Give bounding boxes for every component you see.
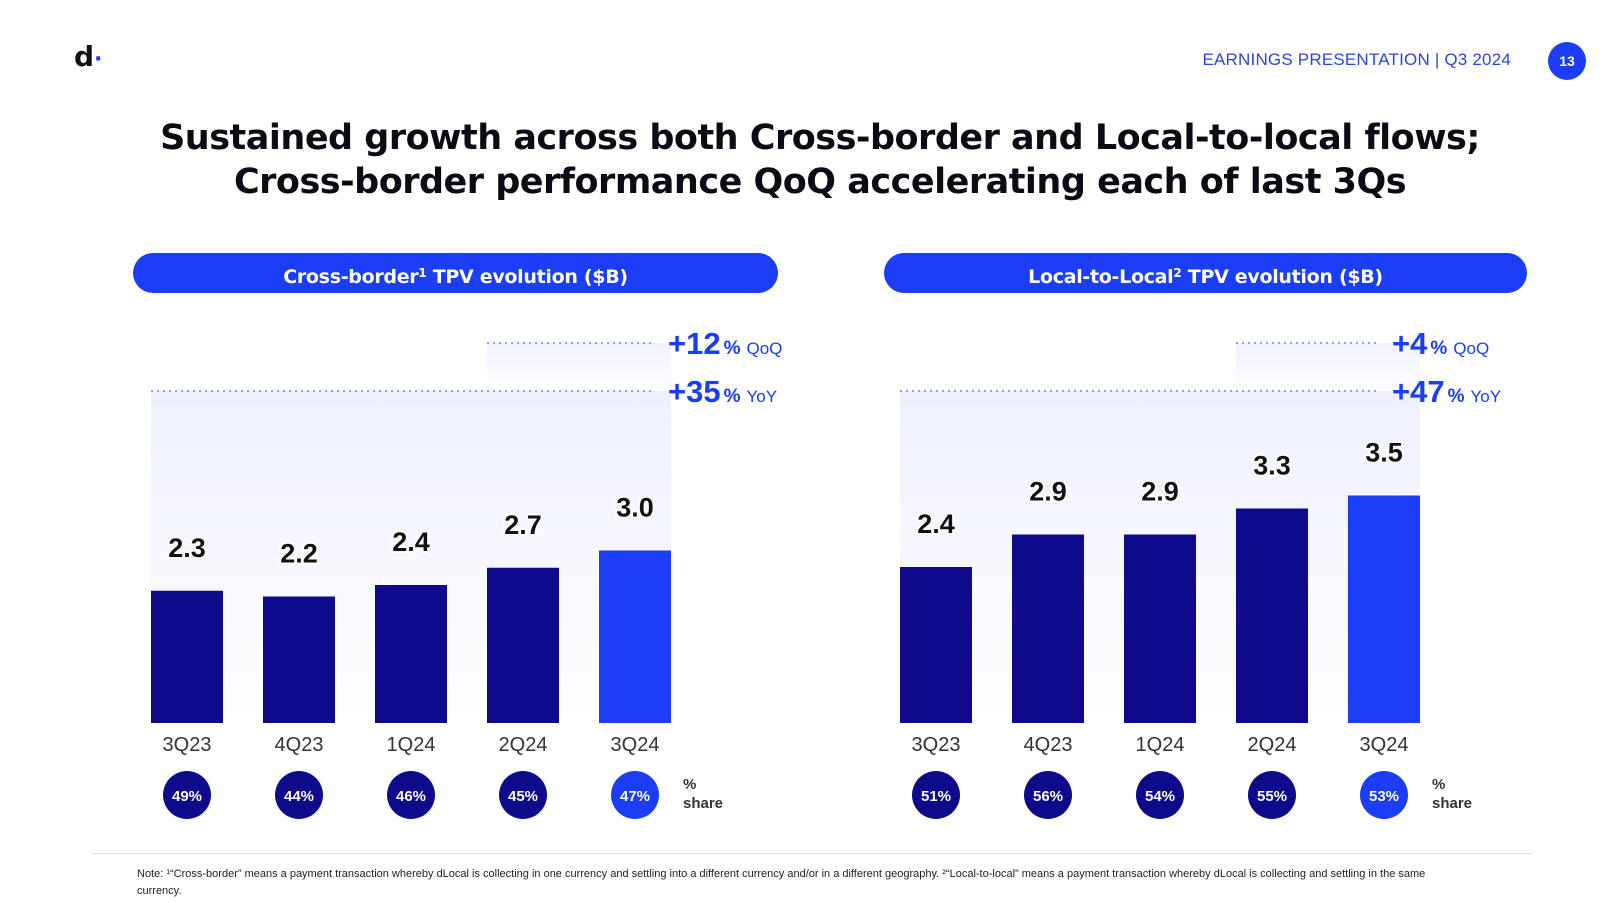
bar-value-label: 2.9: [1029, 477, 1067, 507]
share-circle: [1024, 771, 1072, 819]
growth-period: QoQ: [1453, 339, 1489, 358]
share-value: 46%: [396, 788, 426, 805]
qoq-reference-area: [487, 343, 671, 391]
bar-2Q24: [487, 567, 559, 723]
growth-label-yoy: +47% YoY: [1392, 374, 1501, 409]
category-label: 3Q24: [1360, 734, 1409, 756]
share-value: 45%: [508, 788, 538, 805]
growth-value: +35: [668, 374, 721, 409]
share-circle: [912, 771, 960, 819]
bar-3Q23: [900, 567, 972, 723]
page-number-badge: 13: [1548, 42, 1586, 80]
share-value: 53%: [1369, 788, 1399, 805]
category-label: 2Q24: [1248, 734, 1297, 756]
share-circle: [1360, 771, 1408, 819]
share-value: 56%: [1033, 788, 1063, 805]
share-legend-percent: %: [1432, 776, 1445, 793]
share-circle: [1136, 771, 1184, 819]
share-value: 47%: [620, 788, 650, 805]
growth-unit: %: [1448, 386, 1465, 407]
share-value: 55%: [1257, 788, 1287, 805]
bar-value-label: 2.2: [280, 539, 318, 569]
chart-title-main: Local-to-Local: [1028, 266, 1174, 288]
bar-value-label: 2.9: [1141, 477, 1179, 507]
dlocal-logo: d·: [74, 40, 102, 73]
presentation-label: EARNINGS PRESENTATION | Q3 2024: [1202, 50, 1511, 69]
bar-3Q23: [151, 590, 223, 723]
footnote: Note: ¹“Cross-border” means a payment tr…: [137, 868, 1426, 897]
bar-value-label: 2.7: [504, 510, 542, 540]
growth-label-yoy: +35% YoY: [668, 374, 777, 409]
share-value: 49%: [172, 788, 202, 805]
category-label: 3Q23: [163, 734, 212, 756]
growth-value: +47: [1392, 374, 1445, 409]
page-title-line2: Cross-border performance QoQ acceleratin…: [233, 162, 1407, 202]
footnote-ref: 2: [1173, 266, 1182, 280]
local-to-local-chart-title: Local-to-Local2 TPV evolution ($B): [884, 253, 1527, 293]
bar-3Q24: [599, 550, 671, 723]
category-label: 1Q24: [387, 734, 436, 756]
share-value: 51%: [921, 788, 951, 805]
growth-label-qoq: +12% QoQ: [668, 326, 782, 361]
chart-title-rest: TPV evolution ($B): [426, 266, 628, 288]
chart-title-main: Cross-border: [283, 266, 419, 288]
category-label: 4Q23: [275, 734, 324, 756]
bar-3Q24: [1348, 495, 1420, 723]
category-label: 4Q23: [1024, 734, 1073, 756]
footer-divider: [92, 853, 1532, 854]
bar-value-label: 2.4: [392, 527, 430, 557]
bar-value-label: 2.3: [168, 533, 206, 563]
growth-unit: %: [1430, 338, 1447, 359]
growth-value: +4: [1392, 326, 1428, 361]
bar-2Q24: [1236, 508, 1308, 723]
chart-panel-local-to-local: +4% QoQ +47% YoY 2.4 3Q23 51% 2.9 4Q23 56% 2.9 1Q24…: [900, 326, 1501, 819]
category-label: 2Q24: [499, 734, 548, 756]
share-circle: [387, 771, 435, 819]
bar-value-label: 3.0: [616, 493, 654, 523]
bar-4Q23: [263, 596, 335, 723]
share-circle: [611, 771, 659, 819]
footnote-ref: 1: [418, 266, 427, 280]
share-circle: [275, 771, 323, 819]
share-value: 44%: [284, 788, 314, 805]
growth-period: YoY: [1471, 387, 1502, 406]
bar-4Q23: [1012, 534, 1084, 723]
bar-value-label: 3.3: [1253, 451, 1291, 481]
share-legend-word: share: [683, 795, 723, 812]
growth-value: +12: [668, 326, 721, 361]
page-title-line1: Sustained growth across both Cross-borde…: [160, 118, 1480, 158]
cross-border-chart-title: Cross-border1 TPV evolution ($B): [133, 253, 778, 293]
category-label: 1Q24: [1136, 734, 1185, 756]
qoq-reference-area: [1236, 343, 1420, 391]
chart-panel-cross-border: +12% QoQ +35% YoY 2.3 3Q23 49% 2.2 4Q23 44% 2.4 1Q2…: [151, 326, 782, 819]
logo-dot: ·: [94, 47, 103, 72]
chart-title-rest: TPV evolution ($B): [1181, 266, 1383, 288]
bar-value-label: 2.4: [917, 509, 955, 539]
share-circle: [499, 771, 547, 819]
bar-1Q24: [1124, 534, 1196, 723]
growth-label-qoq: +4% QoQ: [1392, 326, 1489, 361]
growth-unit: %: [724, 386, 741, 407]
category-label: 3Q24: [611, 734, 660, 756]
category-label: 3Q23: [912, 734, 961, 756]
bar-value-label: 3.5: [1365, 438, 1403, 468]
growth-period: QoQ: [747, 339, 783, 358]
share-legend-percent: %: [683, 776, 696, 793]
share-legend-word: share: [1432, 795, 1472, 812]
logo-letter: d: [74, 40, 95, 73]
share-circle: [163, 771, 211, 819]
growth-period: YoY: [747, 387, 778, 406]
growth-unit: %: [724, 338, 741, 359]
share-circle: [1248, 771, 1296, 819]
share-value: 54%: [1145, 788, 1175, 805]
bar-1Q24: [375, 585, 447, 723]
